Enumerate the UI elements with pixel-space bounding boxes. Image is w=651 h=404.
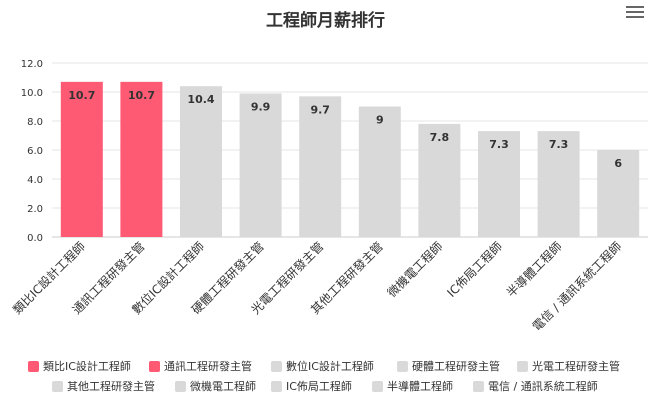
x-tick-label: 半導體工程師 [503, 239, 565, 301]
legend-label: 其他工程研發主管 [67, 380, 155, 393]
legend-swatch [517, 360, 528, 372]
legend-label: 微機電工程師 [190, 380, 256, 393]
legend-label: 硬體工程研發主管 [412, 360, 500, 373]
y-tick-label: 6.0 [27, 146, 43, 157]
bar[interactable] [478, 131, 520, 237]
y-tick-label: 2.0 [27, 204, 43, 215]
hamburger-menu-icon[interactable] [626, 6, 644, 20]
legend-item[interactable]: IC佈局工程師 [271, 378, 352, 394]
bar[interactable] [120, 81, 163, 237]
data-label: 7.8 [430, 131, 450, 144]
x-tick-label: IC佈局工程師 [444, 239, 505, 300]
chart-title: 工程師月薪排行 [266, 11, 385, 31]
legend-label: 電信 / 通訊系統工程師 [488, 380, 598, 393]
legend-swatch [271, 360, 282, 372]
legend-swatch [149, 360, 160, 372]
legend-item[interactable]: 數位IC設計工程師 [271, 358, 374, 374]
y-tick-label: 4.0 [27, 175, 43, 186]
data-label: 9.9 [251, 100, 271, 113]
legend-label: 半導體工程師 [387, 380, 453, 393]
legend-label: 數位IC設計工程師 [286, 360, 374, 373]
bar[interactable] [239, 93, 282, 237]
y-tick-label: 10.0 [21, 88, 43, 99]
legend-swatch [372, 380, 383, 392]
legend-item[interactable]: 電信 / 通訊系統工程師 [473, 378, 598, 394]
data-label: 7.3 [489, 138, 509, 151]
bar[interactable] [418, 123, 461, 237]
legend-swatch [473, 380, 484, 392]
legend-swatch [28, 360, 39, 372]
data-label: 6 [614, 157, 622, 170]
legend-item[interactable]: 通訊工程研發主管 [149, 358, 252, 374]
legend-row: 其他工程研發主管 微機電工程師 IC佈局工程師 半導體工程師 電信 / 通訊系統工程師 [0, 378, 651, 396]
legend-swatch [397, 360, 408, 372]
bar-chart: 0.02.04.06.08.010.012.010.7類比IC設計工程師10.7… [9, 59, 648, 334]
legend-item[interactable]: 微機電工程師 [175, 378, 256, 394]
legend-label: 通訊工程研發主管 [164, 360, 252, 373]
legend-label: 類比IC設計工程師 [43, 360, 131, 373]
legend-label: 光電工程研發主管 [532, 360, 620, 373]
legend-item[interactable]: 半導體工程師 [372, 378, 453, 394]
legend-item[interactable]: 其他工程研發主管 [52, 378, 155, 394]
data-label: 9.7 [310, 103, 330, 116]
bar[interactable] [597, 150, 640, 237]
data-label: 7.3 [549, 138, 569, 151]
legend-swatch [271, 380, 282, 392]
legend-swatch [52, 380, 63, 392]
data-label: 9 [376, 114, 384, 127]
y-tick-label: 0.0 [27, 233, 43, 244]
bar[interactable] [358, 106, 401, 238]
legend-item[interactable]: 硬體工程研發主管 [397, 358, 500, 374]
x-tick-label: 微機電工程師 [384, 239, 446, 301]
bar[interactable] [180, 86, 222, 237]
bar[interactable] [299, 96, 342, 237]
data-label: 10.7 [68, 89, 95, 102]
legend-label: IC佈局工程師 [286, 380, 352, 393]
bar[interactable] [60, 81, 103, 237]
y-tick-label: 8.0 [27, 117, 43, 128]
y-tick-label: 12.0 [21, 59, 43, 70]
legend-row: 類比IC設計工程師 通訊工程研發主管 數位IC設計工程師 硬體工程研發主管 光電工程研發… [0, 358, 651, 376]
legend-item[interactable]: 類比IC設計工程師 [28, 358, 131, 374]
legend-swatch [175, 380, 186, 392]
bar[interactable] [537, 131, 580, 237]
data-label: 10.4 [187, 93, 214, 106]
data-label: 10.7 [128, 89, 155, 102]
legend-item[interactable]: 光電工程研發主管 [517, 358, 620, 374]
